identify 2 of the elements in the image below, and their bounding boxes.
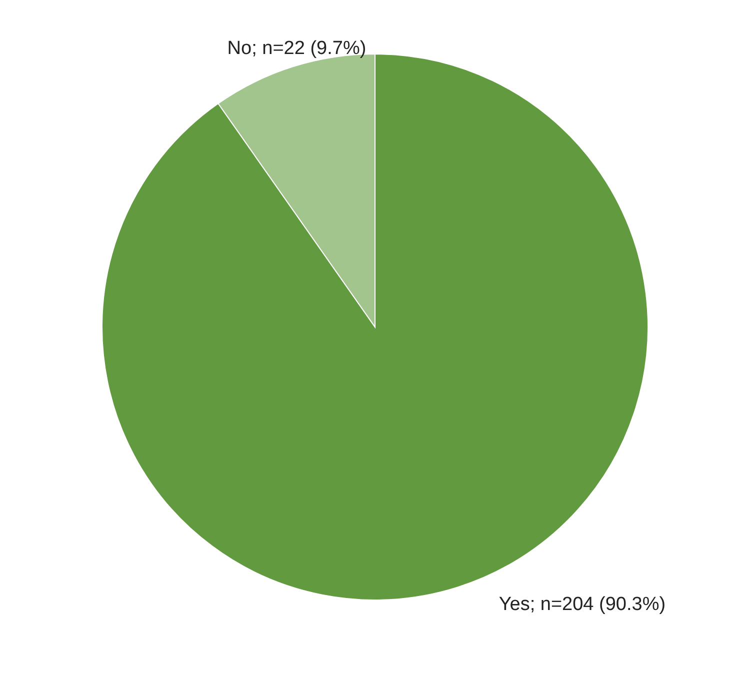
slice-label: No; n=22 (9.7%)	[227, 38, 366, 59]
slice-label: Yes; n=204 (90.3%)	[498, 594, 666, 616]
